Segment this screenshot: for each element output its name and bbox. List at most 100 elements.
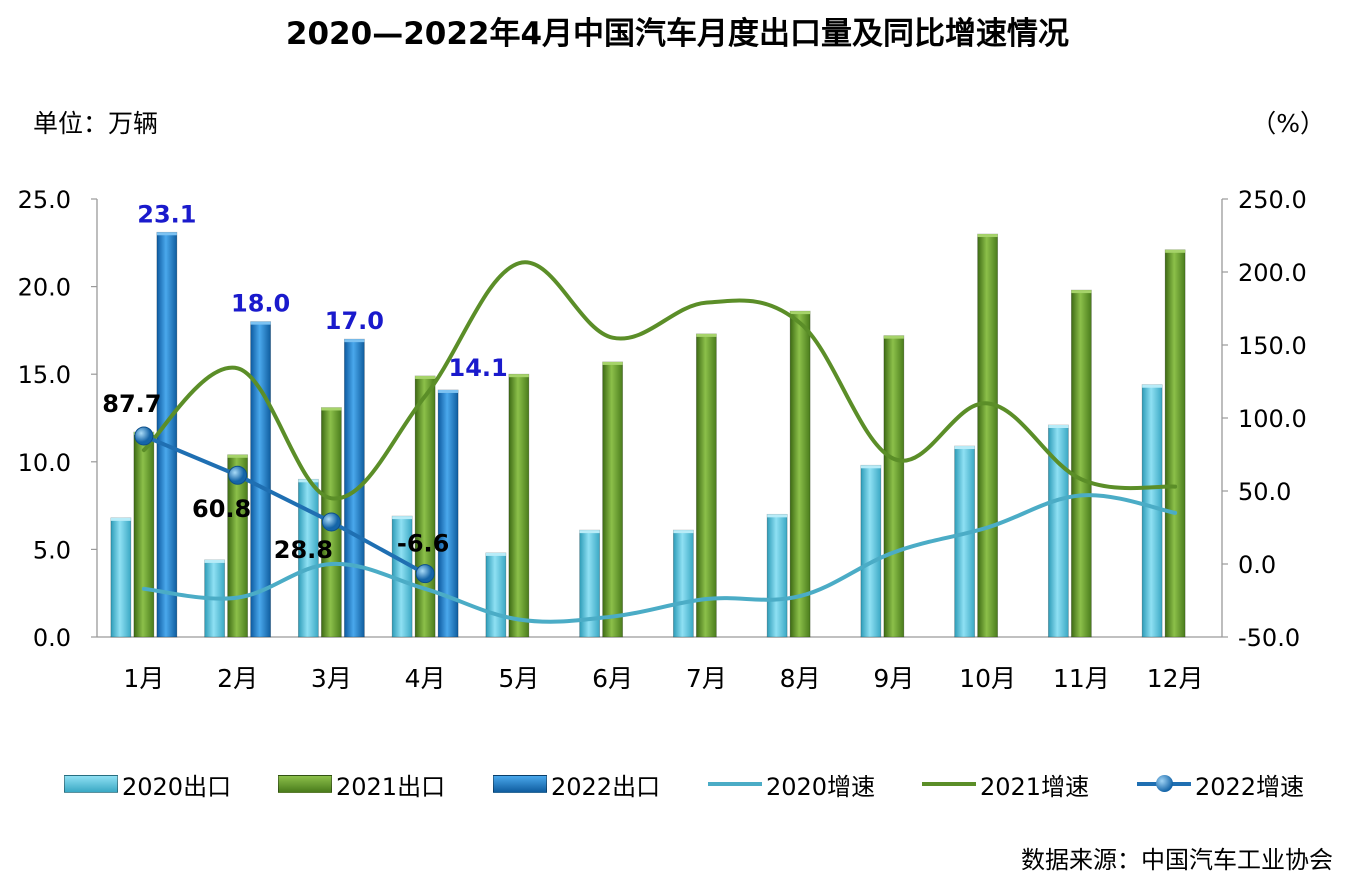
bar-top-2022出口 [438, 389, 459, 393]
legend-label: 2021出口 [336, 772, 446, 801]
legend-swatch-2020-growth [708, 782, 762, 786]
bar-2021出口 [508, 373, 530, 638]
legend-label: 2020出口 [122, 772, 232, 801]
legend-item-2022-growth: 2022增速 [1137, 764, 1304, 804]
bar-2021出口 [1070, 289, 1092, 638]
bar-top-2021出口 [1165, 249, 1186, 253]
x-tick-label: 6月 [592, 664, 633, 693]
growth-value-label: -6.6 [397, 530, 449, 558]
bars-group [110, 231, 1186, 638]
y-tick-label-left: 5.0 [33, 536, 71, 564]
y-tick-label-right: 0.0 [1238, 551, 1276, 579]
bar-top-2020出口 [204, 559, 225, 563]
bar-2021出口 [789, 310, 811, 638]
bar-top-2020出口 [1048, 425, 1069, 429]
bar-2020出口 [672, 529, 694, 638]
x-tick-label: 3月 [311, 664, 352, 693]
bar-top-2022出口 [156, 232, 177, 236]
x-tick-label: 12月 [1147, 664, 1204, 693]
bar-2022出口 [156, 231, 178, 638]
legend-swatch-2020-export [64, 775, 118, 793]
legend-label: 2022出口 [551, 772, 661, 801]
bar-top-2021出口 [883, 335, 904, 339]
legend-swatch-2022-growth [1137, 775, 1191, 792]
legend-label: 2022增速 [1195, 772, 1305, 801]
y-tick-label-left: 0.0 [33, 624, 71, 652]
legend-swatch-2021-export [278, 775, 332, 793]
legend: 2020出口 2021出口 2022出口 2020增速 2021增速 2022增… [0, 764, 1355, 804]
bar-2020出口 [954, 445, 976, 638]
y-tick-label-right: 150.0 [1238, 332, 1307, 360]
data-source: 数据来源：中国汽车工业协会 [1021, 846, 1333, 874]
line-2022增速 [143, 434, 427, 576]
bar-2021出口 [977, 233, 999, 638]
bar-top-2020出口 [860, 465, 881, 469]
y-tick-label-right: 100.0 [1238, 405, 1307, 433]
x-tick-label: 10月 [959, 664, 1016, 693]
marker-2022增速 [134, 426, 154, 446]
x-tick-label: 11月 [1053, 664, 1110, 693]
x-tick-label: 4月 [405, 664, 446, 693]
legend-label: 2021增速 [980, 772, 1090, 801]
x-tick-label: 7月 [686, 664, 727, 693]
bar-top-2020出口 [1142, 384, 1163, 388]
right-axis-unit: （%） [1251, 109, 1325, 138]
legend-item-2021-export: 2021出口 [278, 764, 445, 804]
bar-value-label: 18.0 [231, 290, 290, 318]
bar-top-2021出口 [415, 375, 436, 379]
y-tick-label-left: 10.0 [18, 449, 71, 477]
bar-value-label: 17.0 [325, 307, 384, 335]
legend-item-2022-export: 2022出口 [493, 764, 660, 804]
bar-top-2022出口 [344, 339, 365, 343]
left-axis-unit: 单位：万辆 [33, 109, 159, 138]
y-tick-label-right: 250.0 [1238, 186, 1307, 214]
bar-2022出口 [343, 338, 365, 638]
legend-label: 2020增速 [766, 772, 876, 801]
y-tick-label-right: -50.0 [1238, 624, 1300, 652]
bar-top-2021出口 [977, 234, 998, 238]
legend-marker [1156, 775, 1173, 792]
lines-group [134, 260, 1178, 624]
y-tick-label-left: 15.0 [18, 361, 71, 389]
y-tick-label-right: 50.0 [1238, 478, 1291, 506]
legend-item-2021-growth: 2021增速 [922, 764, 1089, 804]
growth-value-label: 87.7 [102, 390, 161, 418]
line-2021增速 [141, 260, 1178, 501]
bar-2020出口 [860, 464, 882, 638]
bar-2021出口 [1164, 249, 1186, 638]
marker-2022增速 [321, 512, 341, 532]
y-tick-label-right: 200.0 [1238, 259, 1307, 287]
bar-top-2020出口 [767, 514, 788, 518]
x-tick-label: 1月 [123, 664, 164, 693]
bar-top-2020出口 [392, 516, 413, 520]
bar-2021出口 [133, 431, 155, 638]
bar-top-2021出口 [321, 407, 342, 411]
chart-title: 2020—2022年4月中国汽车月度出口量及同比增速情况 [285, 16, 1070, 52]
legend-item-2020-export: 2020出口 [64, 764, 231, 804]
bar-top-2021出口 [790, 311, 811, 315]
bar-top-2020出口 [954, 446, 975, 450]
marker-2022增速 [415, 564, 435, 584]
bar-value-label: 14.1 [449, 354, 508, 382]
bar-top-2020出口 [110, 517, 131, 521]
bar-top-2021出口 [1071, 290, 1092, 294]
labels-group: 23.1 18.0 17.0 14.1 87.7 60.8 28.8 -6.6 [102, 200, 507, 564]
marker-2022增速 [228, 465, 248, 485]
bar-top-2022出口 [250, 321, 271, 325]
bar-2021出口 [883, 335, 905, 638]
growth-value-label: 28.8 [274, 536, 333, 564]
axes-group: 0.0 5.0 10.0 15.0 20.0 25.0 -50.0 0.0 50.0 100.0 1… [18, 186, 1307, 693]
bar-top-2021出口 [602, 361, 623, 365]
legend-item-2020-growth: 2020增速 [708, 764, 875, 804]
bar-2021出口 [414, 375, 436, 638]
bar-value-label: 23.1 [137, 200, 196, 228]
x-tick-label: 9月 [873, 664, 914, 693]
bar-top-2021出口 [227, 454, 248, 458]
y-tick-label-left: 25.0 [18, 186, 71, 214]
bar-2020出口 [110, 517, 132, 638]
growth-value-label: 60.8 [192, 495, 251, 523]
bar-top-2021出口 [696, 333, 717, 337]
x-tick-label: 5月 [498, 664, 539, 693]
legend-swatch-2022-export [493, 775, 547, 793]
bar-top-2020出口 [673, 530, 694, 534]
